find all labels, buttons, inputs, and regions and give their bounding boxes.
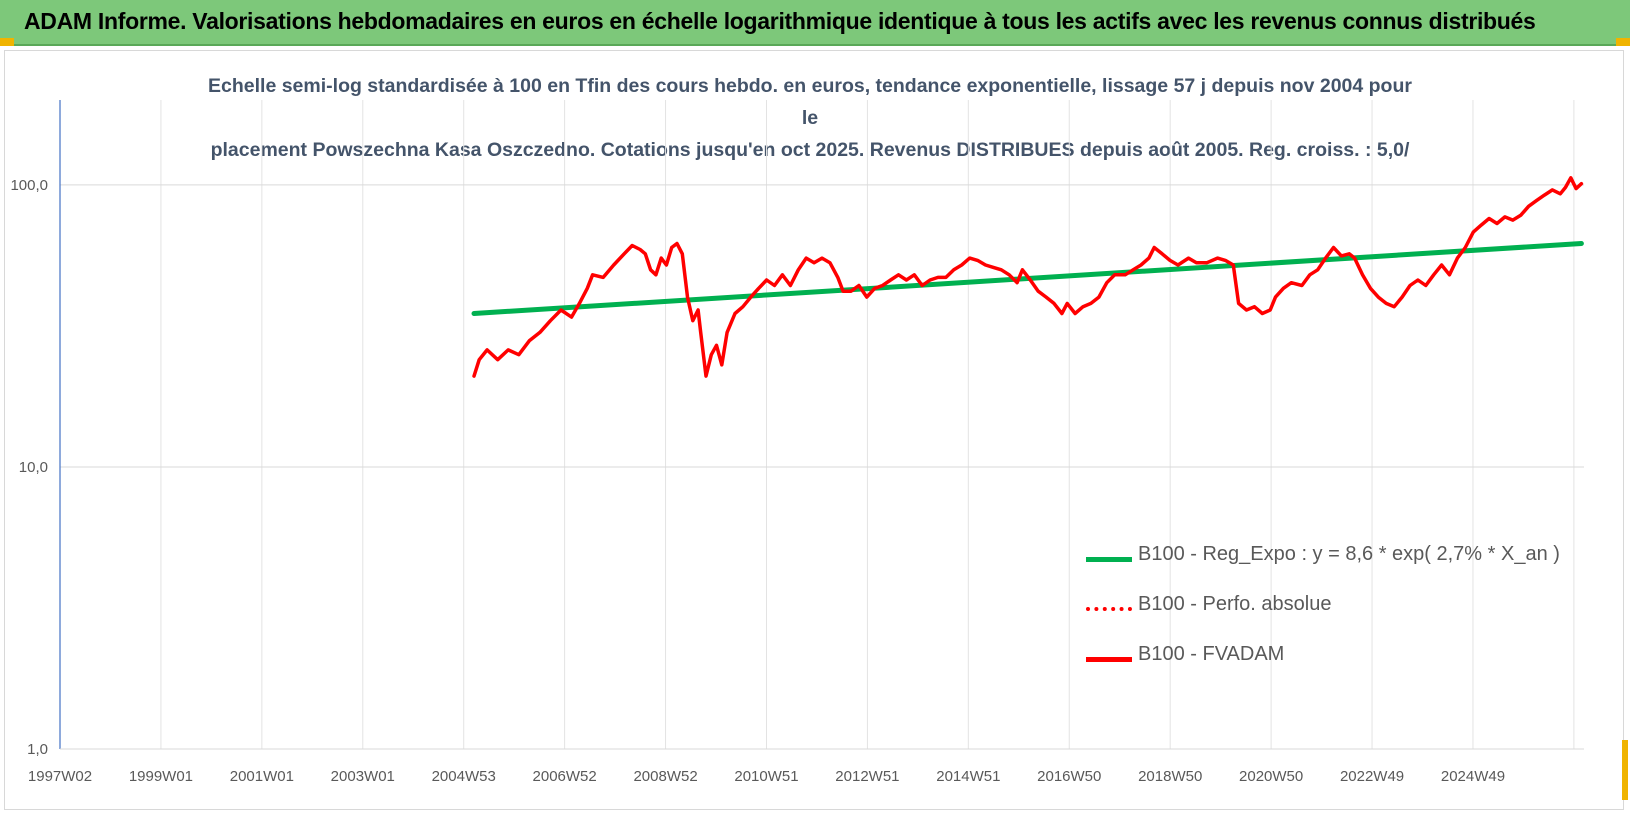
legend-swatch-fvadam	[1086, 657, 1132, 662]
legend-item-fvadam: B100 - FVADAM	[1086, 643, 1566, 693]
chart-area	[4, 50, 1624, 810]
x-tick-label: 2012W51	[835, 768, 899, 785]
x-tick-label: 2020W50	[1239, 768, 1303, 785]
x-tick-label: 2004W53	[432, 768, 496, 785]
legend-label-fvadam: B100 - FVADAM	[1138, 643, 1285, 665]
chart-subtitle: Echelle semi-log standardisée à 100 en T…	[200, 70, 1420, 166]
x-tick-label: 2014W51	[936, 768, 1000, 785]
chart-subtitle-line2: placement Powszechna Kasa Oszczedno. Cot…	[210, 139, 1410, 161]
banner-title: ADAM Informe. Valorisations hebdomadaire…	[24, 8, 1536, 34]
x-tick-label: 2022W49	[1340, 768, 1404, 785]
legend-label-regression: B100 - Reg_Expo : y = 8,6 * exp( 2,7% * …	[1138, 543, 1560, 565]
x-tick-label: 2003W01	[331, 768, 395, 785]
chart-subtitle-line1: Echelle semi-log standardisée à 100 en T…	[208, 75, 1412, 129]
x-tick-label: 2008W52	[633, 768, 697, 785]
x-tick-label: 2018W50	[1138, 768, 1202, 785]
legend-item-perfo-absolue: B100 - Perfo. absolue	[1086, 593, 1566, 643]
y-tick-label: 10,0	[19, 459, 48, 476]
x-tick-label: 2001W01	[230, 768, 294, 785]
top-banner: ADAM Informe. Valorisations hebdomadaire…	[0, 0, 1630, 46]
x-tick-label: 1997W02	[28, 768, 92, 785]
x-tick-label: 1999W01	[129, 768, 193, 785]
legend-label-perfo-absolue: B100 - Perfo. absolue	[1138, 593, 1332, 615]
x-tick-label: 2016W50	[1037, 768, 1101, 785]
corner-accent-right	[1616, 38, 1630, 46]
x-tick-label: 2010W51	[734, 768, 798, 785]
legend-swatch-perfo-absolue	[1086, 607, 1132, 611]
x-tick-label: 2006W52	[533, 768, 597, 785]
corner-accent-left	[0, 38, 14, 46]
y-tick-label: 1,0	[27, 741, 48, 758]
series-fvadam-line	[472, 176, 1584, 378]
right-edge-accent	[1622, 740, 1628, 800]
legend-item-regression: B100 - Reg_Expo : y = 8,6 * exp( 2,7% * …	[1086, 543, 1566, 593]
legend-swatch-regression	[1086, 557, 1132, 562]
y-tick-label: 100,0	[10, 177, 48, 194]
x-tick-label: 2024W49	[1441, 768, 1505, 785]
chart-legend: B100 - Reg_Expo : y = 8,6 * exp( 2,7% * …	[1086, 543, 1566, 693]
